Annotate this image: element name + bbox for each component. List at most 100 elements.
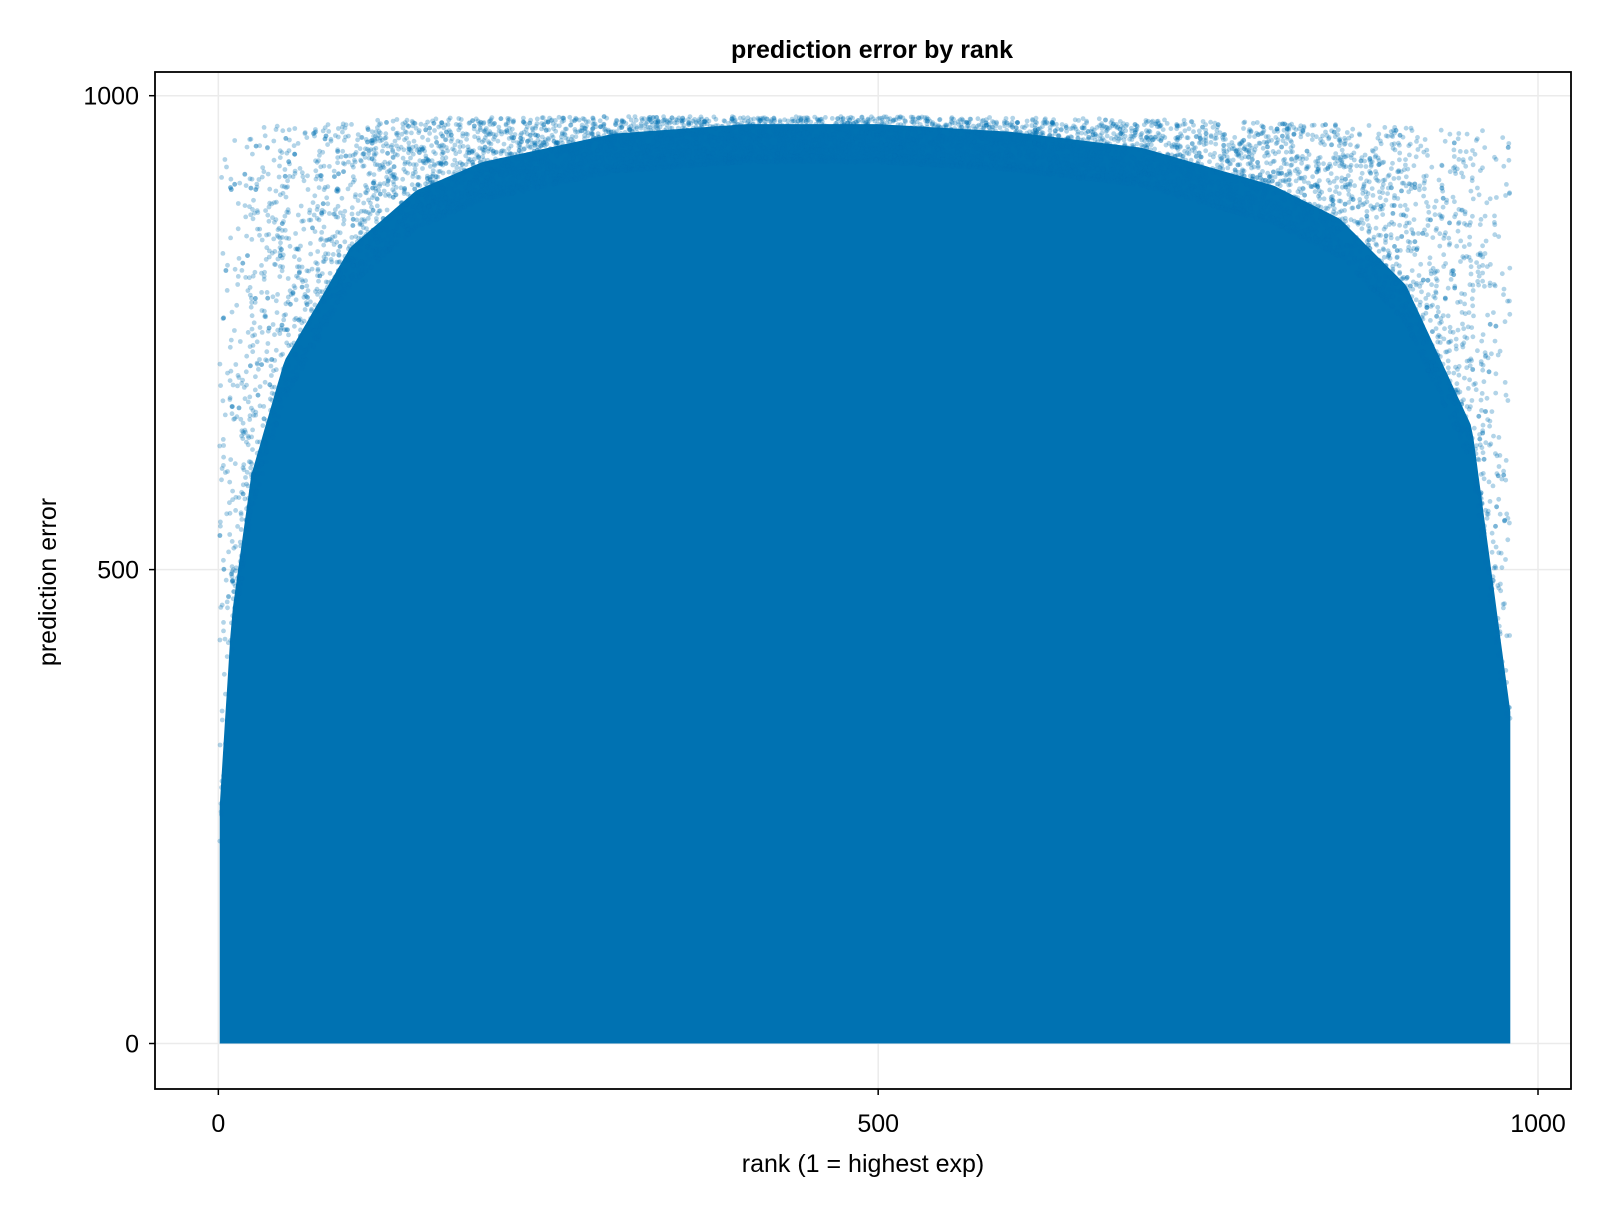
scatter-point	[293, 231, 298, 236]
scatter-point	[1498, 349, 1503, 354]
scatter-point	[329, 137, 334, 142]
scatter-point	[233, 461, 238, 466]
scatter-point	[1426, 223, 1431, 228]
scatter-point	[277, 388, 282, 393]
scatter-point	[272, 158, 277, 163]
scatter-point	[265, 290, 270, 295]
scatter-point	[290, 370, 295, 375]
scatter-point	[230, 489, 235, 494]
scatter-point	[950, 115, 955, 120]
scatter-point	[230, 539, 235, 544]
scatter-point	[313, 303, 318, 308]
scatter-point	[1404, 230, 1409, 235]
scatter-point	[331, 312, 336, 317]
scatter-point	[238, 339, 243, 344]
scatter-point	[1477, 458, 1482, 463]
scatter-point	[455, 180, 460, 185]
scatter-point	[266, 172, 271, 177]
scatter-point	[358, 248, 363, 253]
scatter-point	[401, 156, 406, 161]
scatter-point	[327, 295, 332, 300]
scatter-point	[1313, 189, 1318, 194]
scatter-point	[311, 200, 316, 205]
scatter-point	[1326, 136, 1331, 141]
scatter-point	[241, 482, 246, 487]
scatter-point	[1176, 160, 1181, 165]
scatter-point	[1415, 135, 1420, 140]
scatter-point	[1365, 199, 1370, 204]
scatter-point	[301, 174, 306, 179]
scatter-point	[1458, 299, 1463, 304]
scatter-point	[1467, 235, 1472, 240]
scatter-point	[250, 447, 255, 452]
scatter-point	[244, 354, 249, 359]
scatter-point	[1186, 180, 1191, 185]
scatter-point	[1371, 193, 1376, 198]
scatter-point	[1076, 118, 1081, 123]
scatter-point	[218, 638, 223, 643]
scatter-point	[1456, 417, 1461, 422]
scatter-point	[999, 148, 1004, 153]
scatter-point	[496, 125, 501, 130]
scatter-point	[258, 325, 263, 330]
scatter-point	[1428, 318, 1433, 323]
scatter-point	[1496, 616, 1501, 621]
scatter-point	[218, 605, 223, 610]
scatter-point	[237, 495, 242, 500]
scatter-point	[393, 139, 398, 144]
scatter-point	[1429, 282, 1434, 287]
scatter-point	[238, 417, 243, 422]
scatter-point	[257, 357, 262, 362]
scatter-point	[1479, 359, 1484, 364]
scatter-point	[1469, 264, 1474, 269]
scatter-point	[1452, 199, 1457, 204]
scatter-point	[470, 170, 475, 175]
scatter-point	[623, 130, 628, 135]
scatter-point	[1471, 314, 1476, 319]
scatter-point	[450, 163, 455, 168]
scatter-point	[444, 161, 449, 166]
scatter-point	[1470, 214, 1475, 219]
scatter-point	[1473, 152, 1478, 157]
scatter-point	[324, 195, 329, 200]
scatter-point	[1504, 680, 1509, 685]
scatter-point	[929, 127, 934, 132]
scatter-point	[1427, 261, 1432, 266]
scatter-point	[236, 201, 241, 206]
scatter-point	[231, 417, 236, 422]
scatter-point	[225, 600, 230, 605]
scatter-point	[221, 773, 226, 778]
scatter-point	[262, 169, 267, 174]
scatter-point	[317, 185, 322, 190]
scatter-point	[1468, 156, 1473, 161]
scatter-point	[1464, 254, 1469, 259]
scatter-point	[1443, 139, 1448, 144]
scatter-point	[230, 574, 235, 579]
scatter-point	[400, 177, 405, 182]
scatter-point	[1410, 268, 1415, 273]
scatter-point	[391, 126, 396, 131]
scatter-point	[255, 362, 260, 367]
scatter-point	[414, 162, 419, 167]
scatter-point	[1472, 426, 1477, 431]
scatter-point	[551, 135, 556, 140]
scatter-point	[1374, 226, 1379, 231]
scatter-point	[1182, 163, 1187, 168]
scatter-point	[225, 288, 230, 293]
scatter-point	[283, 214, 288, 219]
scatter-point	[246, 442, 251, 447]
scatter-point	[252, 320, 257, 325]
scatter-point	[342, 218, 347, 223]
scatter-point	[1474, 387, 1479, 392]
scatter-point	[1065, 153, 1070, 158]
scatter-point	[1505, 537, 1510, 542]
scatter-point	[1477, 192, 1482, 197]
scatter-point	[304, 135, 309, 140]
scatter-point	[224, 578, 229, 583]
scatter-point	[1451, 371, 1456, 376]
scatter-point	[1497, 435, 1502, 440]
scatter-point	[298, 345, 303, 350]
scatter-point	[292, 143, 297, 148]
scatter-point	[249, 305, 254, 310]
